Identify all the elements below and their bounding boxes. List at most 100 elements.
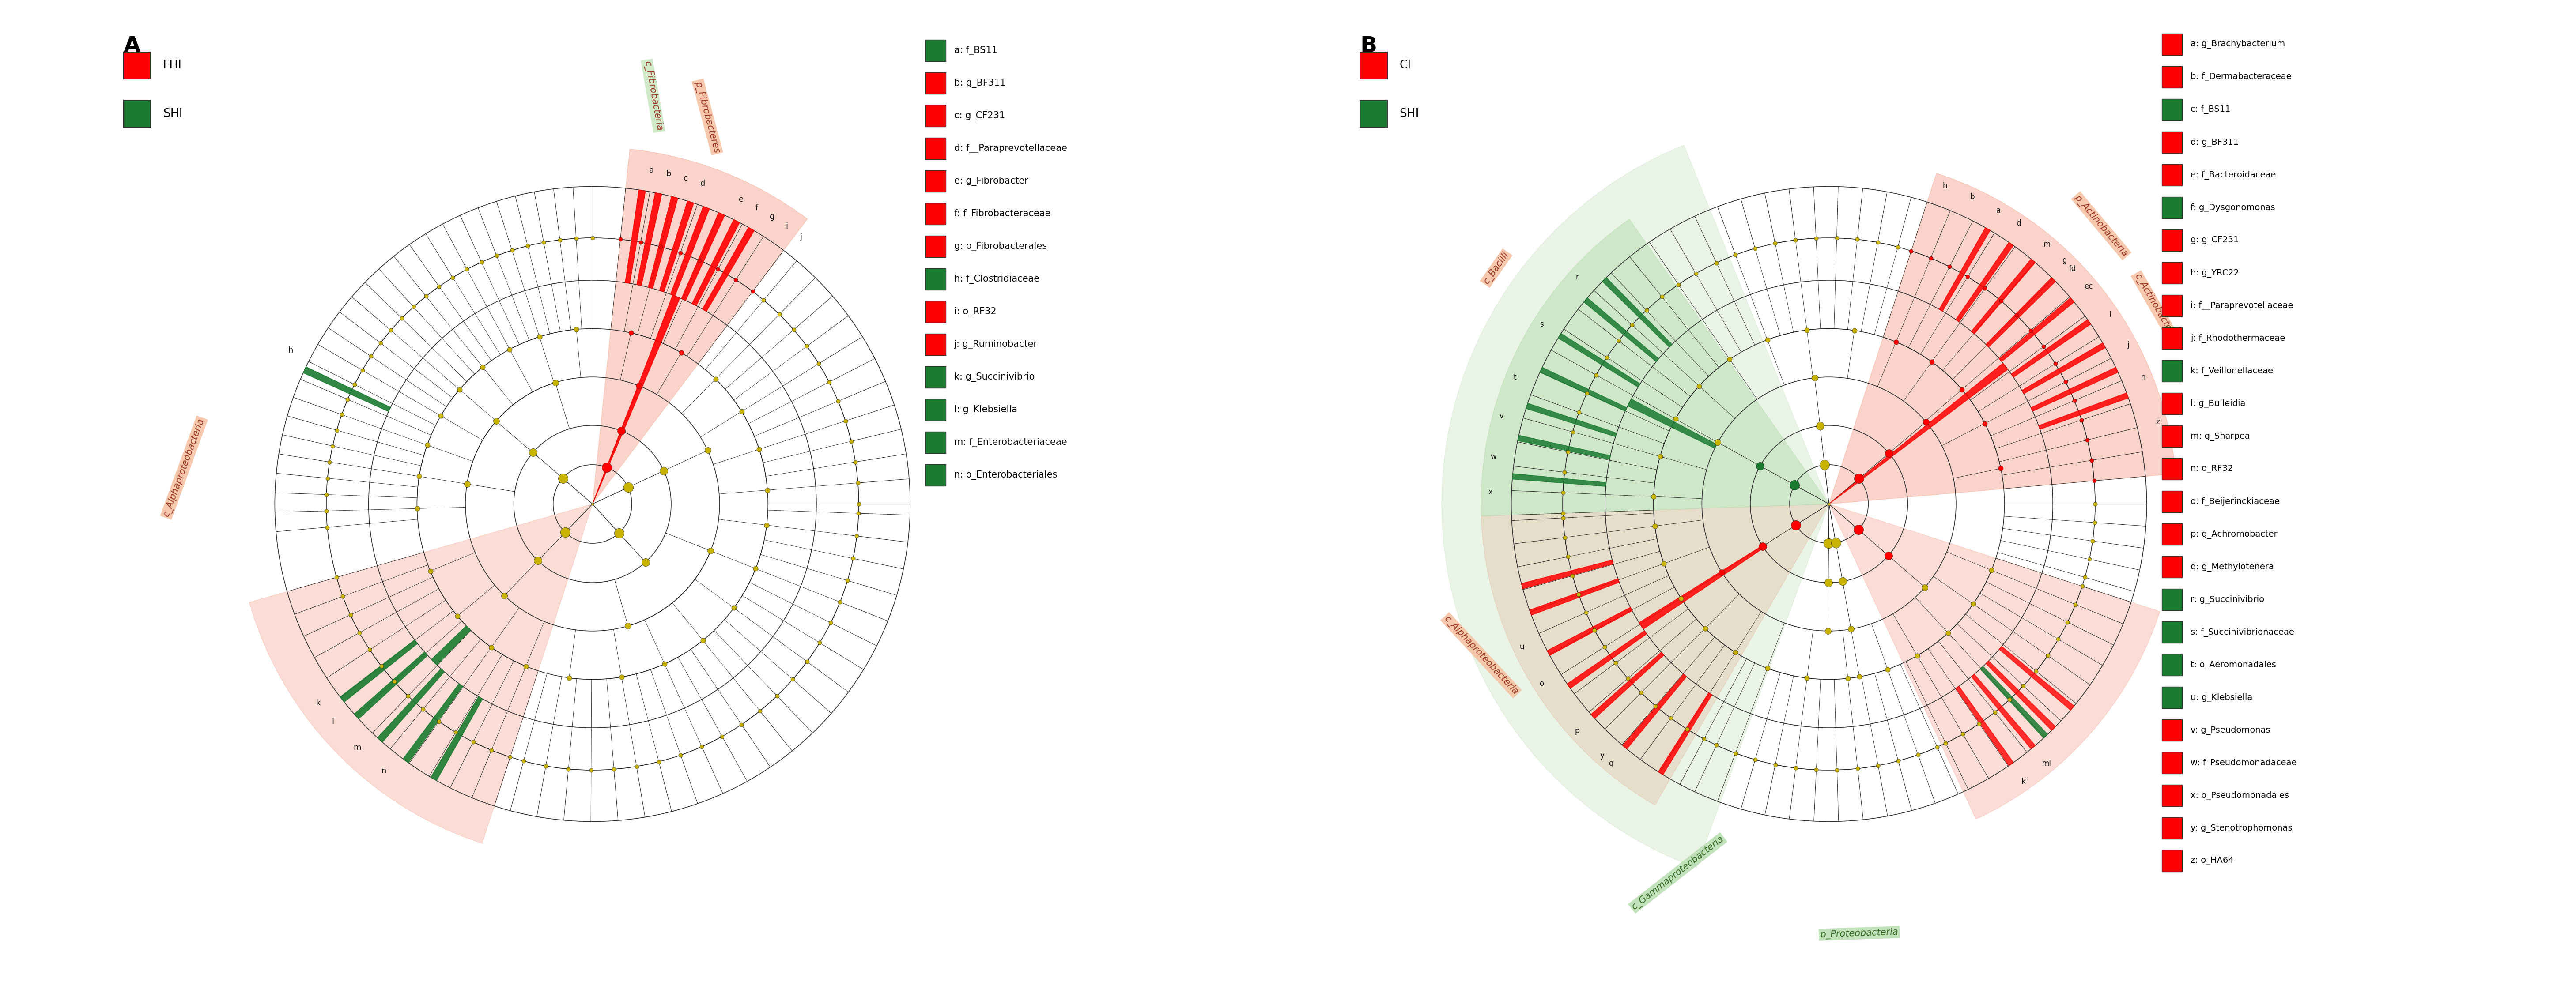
Text: ec: ec: [2084, 282, 2092, 290]
Text: x: o_Pseudomonadales: x: o_Pseudomonadales: [2190, 791, 2290, 800]
Wedge shape: [1638, 545, 1765, 629]
Text: j: f_Rhodothermaceae: j: f_Rhodothermaceae: [2190, 334, 2285, 343]
Text: t: t: [1512, 373, 1517, 381]
Wedge shape: [1592, 652, 1664, 719]
FancyBboxPatch shape: [2161, 393, 2182, 414]
Text: a: a: [649, 166, 654, 174]
Text: w: f_Pseudomonadaceae: w: f_Pseudomonadaceae: [2190, 758, 2298, 767]
FancyBboxPatch shape: [2161, 360, 2182, 382]
Text: c: c: [683, 174, 688, 182]
Wedge shape: [1512, 474, 1605, 487]
Wedge shape: [1584, 297, 1659, 362]
Wedge shape: [402, 683, 464, 763]
Wedge shape: [659, 201, 693, 292]
Text: c_Fibrobacteria: c_Fibrobacteria: [641, 60, 665, 131]
FancyBboxPatch shape: [124, 51, 152, 79]
FancyBboxPatch shape: [2161, 621, 2182, 643]
Wedge shape: [430, 626, 471, 665]
Text: k: k: [2022, 777, 2025, 785]
Text: l: g_Bulleidia: l: g_Bulleidia: [2190, 399, 2246, 408]
Text: n: o_RF32: n: o_RF32: [2190, 465, 2233, 473]
FancyBboxPatch shape: [2161, 720, 2182, 741]
Text: h: h: [289, 347, 294, 354]
Text: g: o_Fibrobacterales: g: o_Fibrobacterales: [953, 242, 1046, 251]
Text: f: f: [755, 204, 757, 212]
Text: m: m: [2043, 241, 2050, 249]
Wedge shape: [649, 197, 677, 288]
Text: b: f_Dermabacteraceae: b: f_Dermabacteraceae: [2190, 73, 2293, 82]
FancyBboxPatch shape: [2161, 817, 2182, 839]
Text: u: g_Klebsiella: u: g_Klebsiella: [2190, 694, 2251, 702]
Wedge shape: [1602, 277, 1672, 347]
Wedge shape: [1829, 173, 2177, 504]
Text: o: o: [1540, 679, 1543, 687]
Text: n: n: [381, 767, 386, 775]
Wedge shape: [1566, 631, 1646, 688]
Text: a: g_Brachybacterium: a: g_Brachybacterium: [2190, 40, 2285, 48]
Text: w: w: [1492, 453, 1497, 461]
Text: b: b: [1971, 194, 1973, 201]
Text: a: f_BS11: a: f_BS11: [953, 45, 997, 55]
Text: s: s: [1540, 321, 1543, 329]
Text: g: g: [2061, 256, 2066, 264]
FancyBboxPatch shape: [2161, 262, 2182, 284]
FancyBboxPatch shape: [925, 431, 945, 454]
Text: SHI: SHI: [162, 108, 183, 120]
Wedge shape: [1628, 399, 1716, 449]
Wedge shape: [1540, 367, 1628, 411]
Text: p: p: [1574, 727, 1579, 735]
Wedge shape: [1981, 666, 2048, 738]
FancyBboxPatch shape: [2161, 589, 2182, 611]
Text: c: g_CF231: c: g_CF231: [953, 111, 1005, 120]
FancyBboxPatch shape: [925, 203, 945, 225]
FancyBboxPatch shape: [124, 100, 152, 127]
Text: r: g_Succinivibrio: r: g_Succinivibrio: [2190, 595, 2264, 604]
Text: i: o_RF32: i: o_RF32: [953, 307, 997, 317]
Text: o: f_Beijerinckiaceae: o: f_Beijerinckiaceae: [2190, 497, 2280, 506]
Wedge shape: [1829, 479, 1860, 504]
FancyBboxPatch shape: [2161, 197, 2182, 219]
Wedge shape: [353, 652, 428, 719]
Wedge shape: [636, 193, 662, 285]
Text: v: v: [1499, 412, 1504, 420]
FancyBboxPatch shape: [2161, 67, 2182, 88]
Text: f: f_Fibrobacteraceae: f: f_Fibrobacteraceae: [953, 209, 1051, 219]
Wedge shape: [670, 207, 708, 296]
FancyBboxPatch shape: [1360, 100, 1388, 127]
Wedge shape: [2012, 320, 2092, 377]
Wedge shape: [1623, 674, 1687, 749]
Text: d: g_BF311: d: g_BF311: [2190, 138, 2239, 147]
FancyBboxPatch shape: [2161, 230, 2182, 251]
Text: f: g_Dysgonomonas: f: g_Dysgonomonas: [2190, 204, 2275, 212]
FancyBboxPatch shape: [925, 366, 945, 388]
FancyBboxPatch shape: [925, 105, 945, 127]
Wedge shape: [430, 697, 482, 780]
Text: z: o_HA64: z: o_HA64: [2190, 857, 2233, 865]
FancyBboxPatch shape: [2161, 99, 2182, 121]
Wedge shape: [1891, 363, 2007, 457]
Wedge shape: [304, 367, 392, 411]
Text: d: f__Paraprevotellaceae: d: f__Paraprevotellaceae: [953, 144, 1066, 153]
Text: c_Alphaproteobacteria: c_Alphaproteobacteria: [1443, 614, 1520, 697]
Text: p_Proteobacteria: p_Proteobacteria: [1821, 927, 1899, 939]
FancyBboxPatch shape: [925, 39, 945, 61]
FancyBboxPatch shape: [2161, 425, 2182, 448]
Text: t: o_Aeromonadales: t: o_Aeromonadales: [2190, 660, 2277, 669]
Text: B: B: [1360, 35, 1376, 56]
Text: q: g_Methylotenera: q: g_Methylotenera: [2190, 562, 2275, 572]
FancyBboxPatch shape: [2161, 850, 2182, 872]
Wedge shape: [592, 468, 608, 504]
FancyBboxPatch shape: [2161, 131, 2182, 153]
Text: A: A: [124, 35, 142, 56]
Wedge shape: [340, 640, 417, 703]
Wedge shape: [1955, 242, 2014, 322]
Wedge shape: [693, 220, 739, 305]
FancyBboxPatch shape: [925, 268, 945, 290]
FancyBboxPatch shape: [925, 137, 945, 159]
Wedge shape: [1986, 661, 2056, 731]
Text: h: h: [1942, 181, 1947, 190]
Text: y: g_Stenotrophomonas: y: g_Stenotrophomonas: [2190, 824, 2293, 833]
FancyBboxPatch shape: [2161, 294, 2182, 317]
Wedge shape: [626, 190, 647, 283]
Wedge shape: [1940, 228, 1991, 311]
